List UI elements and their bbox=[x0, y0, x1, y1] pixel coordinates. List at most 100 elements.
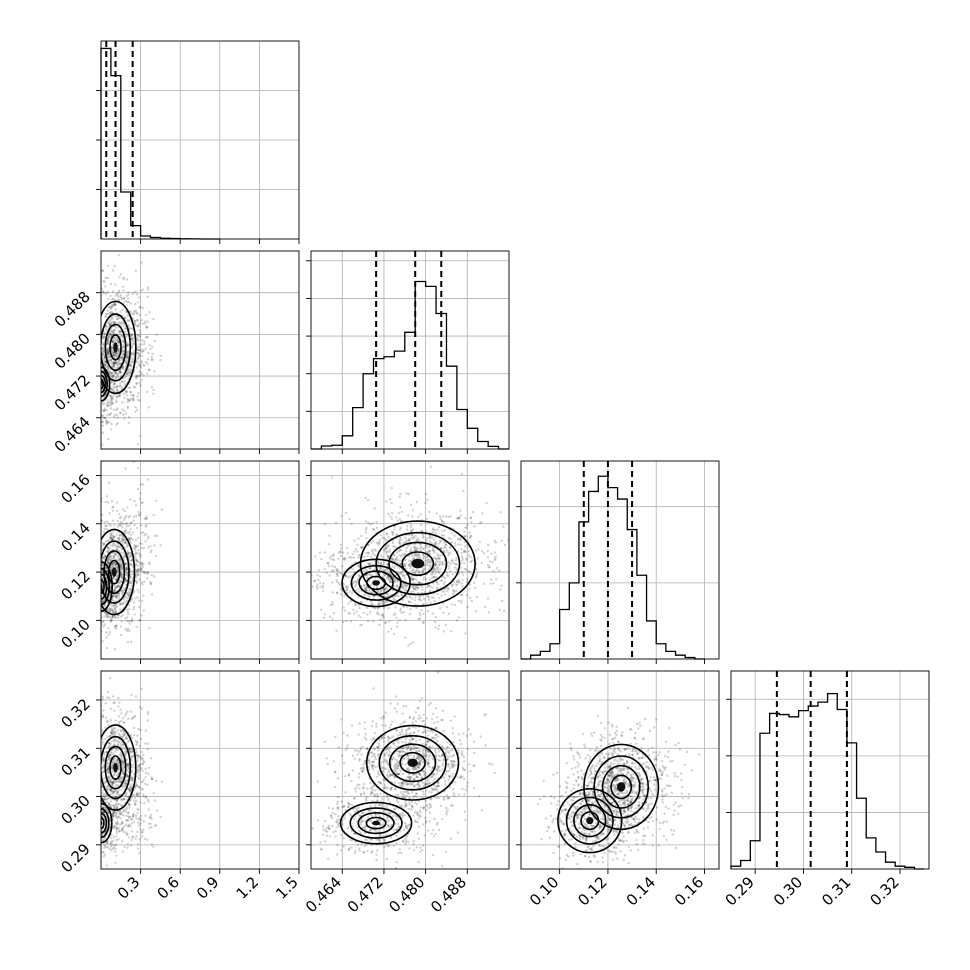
scatter-point bbox=[331, 565, 334, 568]
scatter-point bbox=[113, 524, 116, 527]
scatter-point bbox=[392, 613, 396, 616]
scatter-point bbox=[399, 526, 402, 529]
scatter-point bbox=[419, 523, 423, 526]
scatter-point bbox=[92, 575, 94, 577]
scatter-point bbox=[105, 842, 109, 845]
scatter-point bbox=[131, 777, 134, 780]
scatter-point bbox=[121, 828, 124, 831]
scatter-point bbox=[136, 544, 139, 547]
scatter-point bbox=[113, 382, 116, 385]
scatter-point bbox=[122, 346, 125, 349]
scatter-point bbox=[102, 756, 106, 759]
scatter-point bbox=[118, 371, 121, 375]
scatter-point bbox=[126, 640, 129, 644]
scatter-point bbox=[371, 591, 374, 594]
scatter-point bbox=[125, 394, 129, 397]
scatter-point bbox=[390, 517, 394, 520]
scatter-point bbox=[86, 588, 88, 590]
scatter-point bbox=[97, 761, 99, 763]
scatter-point bbox=[372, 528, 376, 531]
scatter-point bbox=[418, 611, 421, 615]
scatter-point bbox=[455, 589, 458, 593]
scatter-point bbox=[383, 574, 386, 577]
scatter-point bbox=[344, 586, 348, 589]
scatter-point bbox=[116, 375, 120, 379]
scatter-point bbox=[438, 554, 442, 557]
scatter-point bbox=[87, 599, 89, 601]
scatter-point bbox=[146, 357, 150, 361]
scatter-point bbox=[390, 486, 393, 490]
scatter-point bbox=[119, 615, 123, 618]
scatter-point bbox=[93, 372, 95, 374]
scatter-point bbox=[469, 596, 472, 599]
scatter-point bbox=[140, 361, 143, 364]
scatter-point bbox=[136, 734, 139, 737]
scatter-point bbox=[433, 564, 436, 568]
scatter-point bbox=[102, 348, 105, 352]
scatter-point bbox=[139, 567, 143, 570]
scatter-point bbox=[369, 562, 372, 565]
scatter-point bbox=[128, 371, 131, 374]
scatter-point bbox=[106, 420, 109, 423]
scatter-point bbox=[88, 397, 90, 399]
scatter-point bbox=[368, 551, 371, 555]
scatter-point bbox=[460, 547, 463, 551]
scatter-point bbox=[424, 501, 427, 505]
scatter-point bbox=[393, 545, 396, 548]
scatter-point bbox=[424, 544, 427, 547]
scatter-point bbox=[98, 611, 100, 613]
scatter-point bbox=[107, 558, 110, 561]
scatter-point bbox=[475, 595, 478, 599]
scatter-point bbox=[104, 363, 107, 366]
scatter-point bbox=[92, 359, 94, 361]
scatter-point bbox=[431, 570, 434, 574]
scatter-point bbox=[383, 621, 387, 624]
scatter-point bbox=[117, 595, 121, 598]
scatter-point bbox=[110, 315, 114, 319]
scatter-point bbox=[106, 562, 110, 565]
scatter-point bbox=[94, 581, 96, 583]
scatter-point bbox=[127, 802, 130, 805]
scatter-point bbox=[338, 550, 342, 553]
scatter-point bbox=[378, 623, 381, 627]
scatter-point bbox=[124, 357, 128, 360]
scatter-point bbox=[394, 533, 398, 536]
scatter-point bbox=[159, 358, 162, 362]
scatter-point bbox=[108, 322, 111, 325]
scatter-point bbox=[134, 546, 137, 549]
contour-fill bbox=[375, 531, 461, 596]
scatter-point bbox=[97, 382, 99, 384]
scatter-point bbox=[98, 599, 100, 601]
scatter-point bbox=[430, 573, 433, 576]
scatter-point bbox=[342, 558, 346, 561]
scatter-point bbox=[102, 291, 106, 294]
scatter-point bbox=[106, 353, 110, 356]
scatter-point bbox=[147, 535, 150, 538]
scatter-point bbox=[112, 584, 115, 587]
panel-2-1 bbox=[306, 460, 510, 664]
scatter-point bbox=[366, 594, 369, 597]
scatter-point bbox=[127, 764, 130, 767]
scatter-point bbox=[111, 598, 114, 602]
scatter-point bbox=[112, 535, 116, 538]
scatter-point bbox=[101, 729, 103, 732]
scatter-point bbox=[97, 600, 99, 602]
scatter-point bbox=[427, 561, 430, 564]
scatter-point bbox=[469, 534, 473, 538]
scatter-point bbox=[111, 751, 114, 755]
scatter-point bbox=[441, 563, 444, 566]
scatter-point bbox=[105, 524, 108, 528]
scatter-point bbox=[101, 559, 104, 562]
scatter-point bbox=[431, 569, 435, 572]
scatter-point bbox=[120, 567, 123, 570]
scatter-point bbox=[97, 553, 99, 555]
scatter-point bbox=[98, 586, 100, 588]
scatter-point bbox=[110, 428, 113, 431]
scatter-point bbox=[110, 849, 113, 852]
scatter-point bbox=[409, 529, 413, 532]
scatter-point bbox=[313, 579, 316, 583]
scatter-point bbox=[102, 530, 106, 534]
scatter-point bbox=[393, 554, 396, 557]
scatter-point bbox=[138, 497, 142, 500]
scatter-point bbox=[136, 345, 139, 348]
